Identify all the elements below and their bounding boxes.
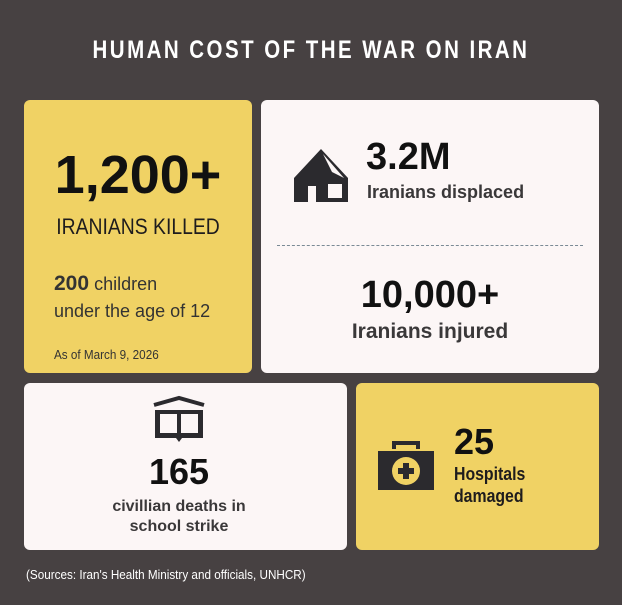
hospitals-label-line1: Hospitals [454, 464, 526, 484]
hospitals-label-line2: damaged [454, 486, 524, 506]
children-text: children [94, 274, 158, 294]
sources-note: (Sources: Iran's Health Ministry and off… [26, 567, 306, 582]
school-card: 165 civillian deaths in school strike [24, 383, 347, 550]
date-note: As of March 9, 2026 [54, 347, 159, 362]
killed-label: IRANIANS KILLED [56, 214, 220, 239]
page-title: HUMAN COST OF THE WAR ON IRAN [92, 36, 530, 64]
displaced-label: Iranians displaced [367, 182, 525, 202]
book-icon [153, 395, 205, 442]
medical-kit-icon [378, 441, 434, 490]
children-age-text: under the age of 12 [54, 301, 211, 321]
divider [277, 245, 583, 246]
killed-value: 1,200+ [54, 145, 222, 205]
hospitals-value: 25 [454, 421, 495, 462]
injured-value: 10,000+ [360, 274, 500, 316]
killed-card: 1,200+ IRANIANS KILLED 200 children unde… [24, 100, 252, 373]
displaced-value: 3.2M [366, 136, 451, 178]
displaced-injured-card: 3.2M Iranians displaced 10,000+ Iranians… [261, 100, 599, 373]
tent-icon [294, 149, 348, 202]
hospitals-card: 25 Hospitals damaged [356, 383, 599, 550]
school-label-line2: school strike [129, 518, 229, 535]
school-value: 165 [148, 451, 210, 492]
injured-label: Iranians injured [351, 320, 509, 343]
school-label-line1: civillian deaths in [112, 498, 246, 515]
children-count: 200 [54, 272, 90, 295]
